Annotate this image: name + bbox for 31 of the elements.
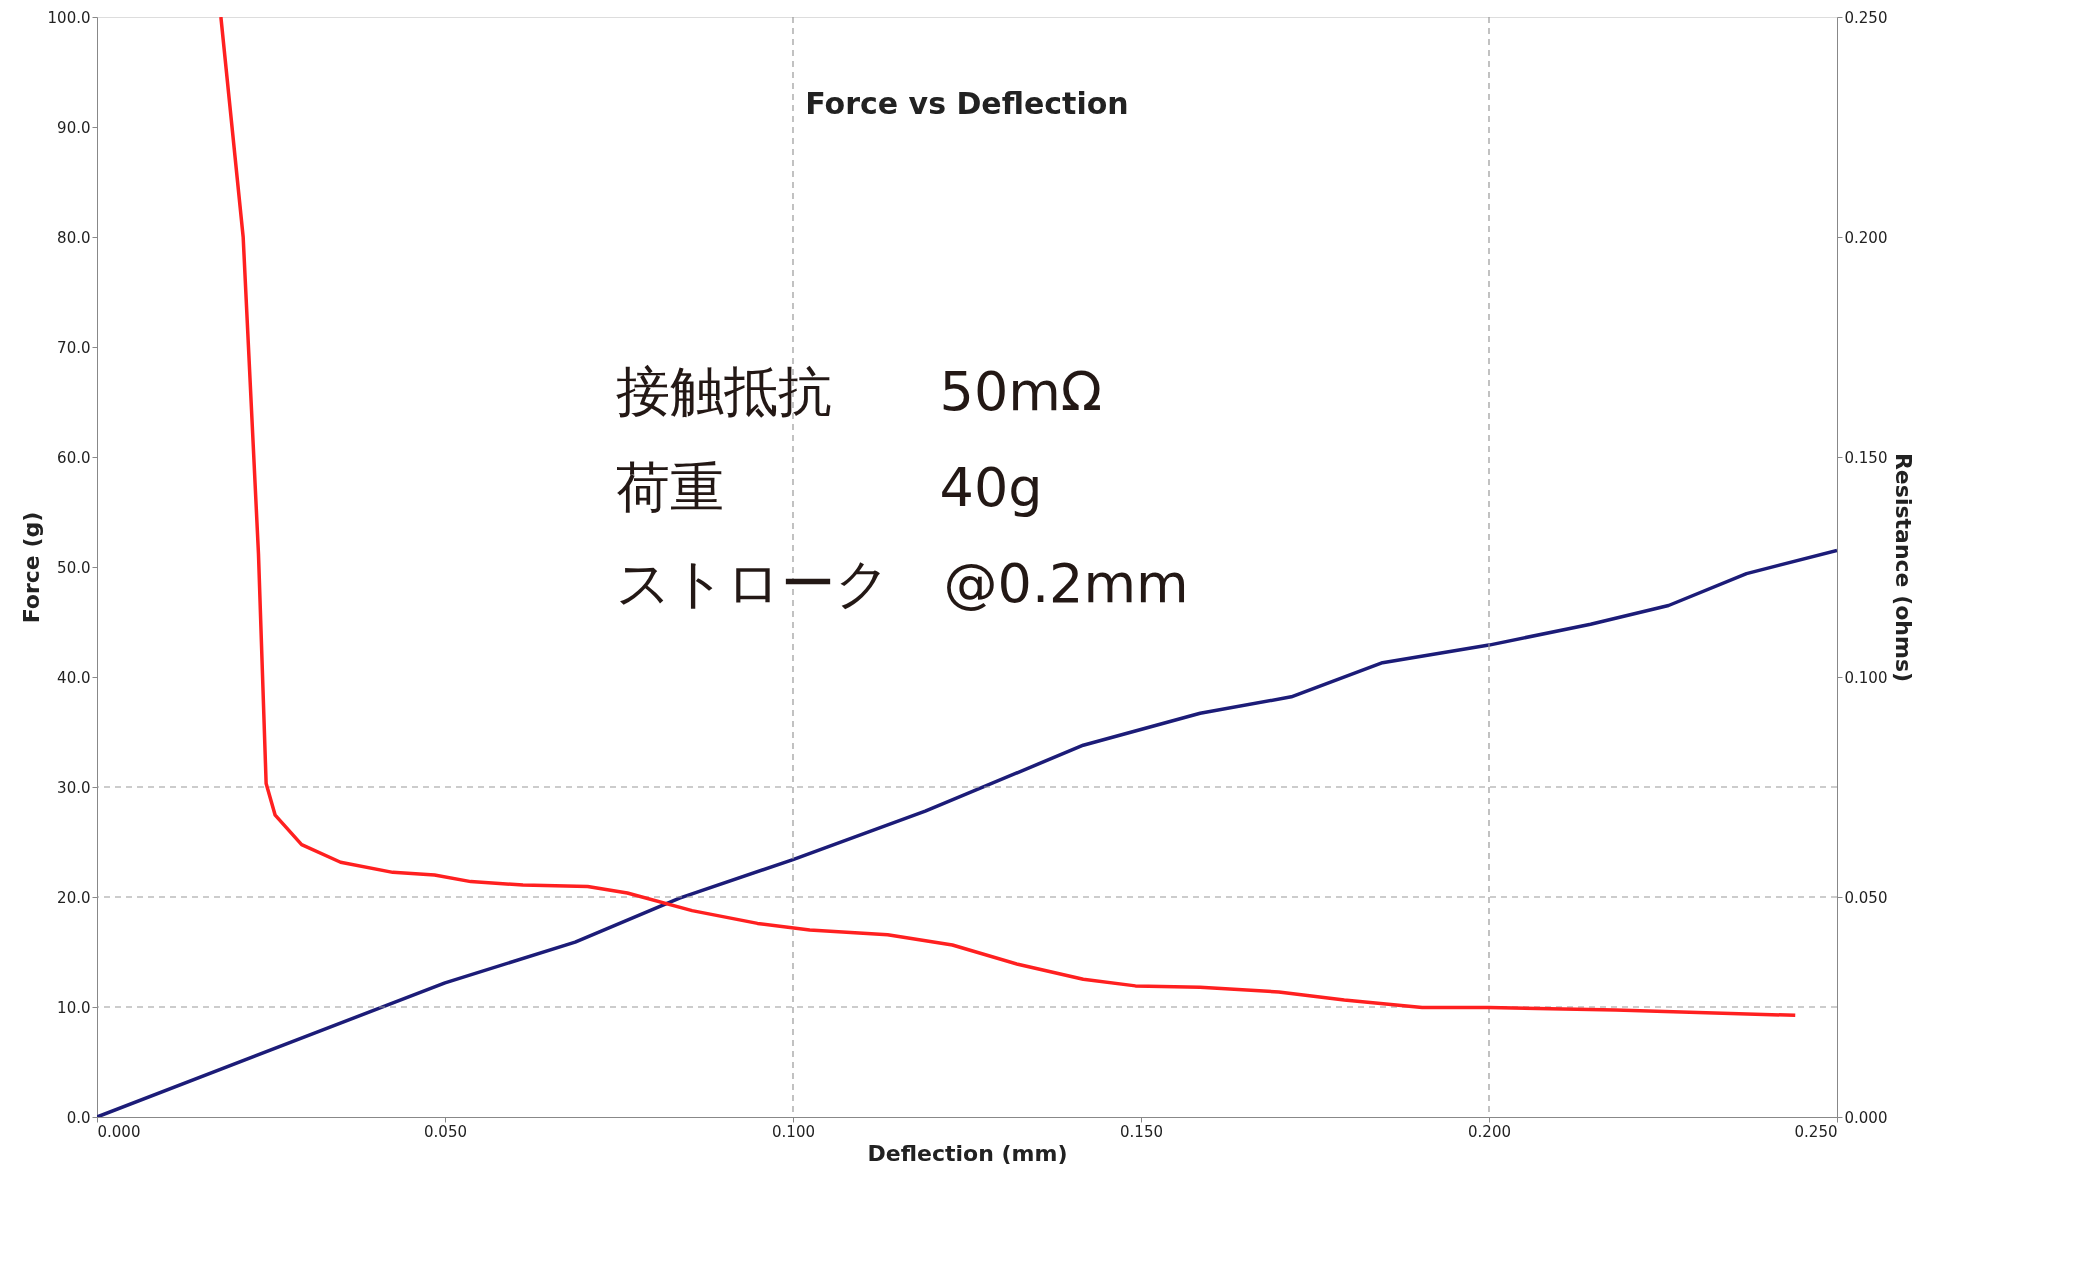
- y2-tick-label: 0.200: [1844, 228, 1888, 247]
- line-series: [219, 17, 1797, 1018]
- y-tick-label: 70.0: [57, 338, 91, 357]
- y2-tick-label: 0.250: [1844, 8, 1888, 27]
- y-tick-label: 0.0: [66, 1108, 91, 1127]
- y-tick-label: 50.0: [57, 558, 91, 577]
- x-tick-label: 0.150: [1120, 1122, 1163, 1141]
- x-tick-label: 0.050: [424, 1122, 467, 1141]
- y2-axis-title: Resistance (ohms): [1891, 452, 1917, 683]
- annotation: 荷重 40g: [615, 456, 1043, 519]
- y2-tick-label: 0.100: [1844, 668, 1888, 687]
- x-tick-label: 0.100: [772, 1122, 815, 1141]
- y-tick-label: 20.0: [57, 888, 91, 907]
- y-tick-label: 90.0: [57, 118, 91, 137]
- x-tick-label: 0.250: [1794, 1122, 1838, 1141]
- y2-tick-label: 0.000: [1844, 1108, 1888, 1127]
- annotation: 接触抵抗 50mΩ: [615, 360, 1103, 424]
- y-tick-label: 100.0: [47, 8, 91, 27]
- y-tick-label: 30.0: [57, 778, 91, 797]
- y2-tick-label: 0.050: [1844, 888, 1888, 907]
- y2-tick-label: 0.150: [1844, 448, 1888, 467]
- y-tick-label: 10.0: [57, 998, 91, 1017]
- x-axis-title: Deflection (mm): [867, 1140, 1068, 1166]
- y-axis-title: Force (g): [18, 511, 44, 624]
- y-tick-label: 80.0: [57, 228, 91, 247]
- x-tick-label: 0.000: [97, 1122, 141, 1141]
- x-tick-label: 0.200: [1468, 1122, 1511, 1141]
- text: Force vs Deflection: [805, 86, 1129, 121]
- y-tick-label: 40.0: [57, 668, 91, 687]
- y-tick-label: 60.0: [57, 448, 91, 467]
- annotation: ストローク @0.2mm: [615, 551, 1189, 615]
